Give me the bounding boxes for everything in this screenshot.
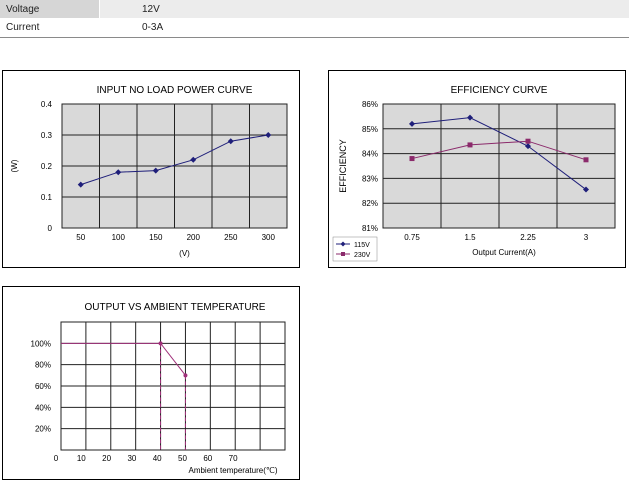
x-tick-label: 10 [77,454,86,463]
y-tick-label: 81% [362,224,378,233]
chart-title: EFFICIENCY CURVE [451,85,548,96]
data-point [583,157,589,163]
y-tick-label: 0.2 [41,162,53,171]
x-tick-label: 2.25 [520,233,536,242]
legend-label: 115V [354,242,370,249]
data-point [77,181,84,188]
x-tick-label: 0 [54,454,59,463]
y-axis-label: (W) [10,159,19,172]
chart-title: INPUT NO LOAD POWER CURVE [97,85,253,96]
spec-label: Current [0,18,99,37]
x-tick-label: 300 [262,233,276,242]
x-tick-label: 100 [112,233,126,242]
y-tick-label: 60% [35,382,51,391]
data-point [467,114,473,121]
data-point [190,156,197,163]
chart-efficiency: EFFICIENCY CURVE 81% 82% 83% 84% 85% 86% 0.75 1.… [332,85,616,262]
x-axis-label: (V) [179,249,190,258]
x-tick-label: 50 [76,233,85,242]
y-tick-label: 0.3 [41,131,53,140]
chart-derating: OUTPUT VS AMBIENT TEMPERATURE 20% 40% 60% 80… [31,302,286,475]
y-tick-label: 82% [362,199,378,208]
y-tick-label: 84% [362,150,378,159]
x-tick-label: 30 [127,454,136,463]
data-point [152,167,159,174]
series-line [411,140,587,161]
y-tick-label: 83% [362,174,378,183]
data-point [115,169,122,176]
x-tick-label: 50 [178,454,187,463]
legend-box [332,236,378,262]
spec-row-current: Current 0-3A [0,18,629,37]
data-point [467,142,473,148]
spec-value: 12V [99,0,629,19]
legend-marker [341,252,345,256]
x-tick-label: 1.5 [464,233,476,242]
data-point [525,143,531,150]
data-point [409,120,415,127]
series-line [80,134,269,186]
legend-marker [340,241,346,247]
x-tick-label: 20 [102,454,111,463]
data-point [583,186,589,193]
x-axis-label: Ambient temperature(℃) [188,466,277,475]
y-tick-label: 86% [362,100,378,109]
y-tick-label: 85% [362,125,378,134]
data-point [227,138,234,145]
chart-efficiency-box: EFFICIENCY CURVE 81% 82% 83% 84% 85% 86% 0.75 1.… [328,70,626,268]
y-tick-label: 0 [48,224,53,233]
y-tick-label: 0.4 [41,100,53,109]
x-tick-label: 250 [224,233,238,242]
chart-power: INPUT NO LOAD POWER CURVE 0 0.1 0.2 0.3 0.4 50… [10,85,288,258]
x-tick-label: 70 [229,454,238,463]
data-point [265,132,272,138]
x-tick-label: 40 [153,454,162,463]
legend-label: 230V [354,252,371,259]
spec-value: 0-3A [99,18,629,37]
x-tick-label: 200 [187,233,201,242]
y-tick-label: 20% [35,425,51,434]
table-divider [0,37,629,38]
x-tick-label: 60 [203,454,212,463]
data-point [409,156,415,162]
x-tick-label: 150 [149,233,163,242]
y-tick-label: 100% [31,339,51,348]
y-axis-label: EFFICIENCY [338,139,348,193]
data-point [525,138,531,144]
chart-power-box: INPUT NO LOAD POWER CURVE 0 0.1 0.2 0.3 0.4 50… [2,70,300,268]
x-tick-label: 0.75 [404,233,420,242]
y-tick-label: 40% [35,403,51,412]
spec-label: Voltage [0,0,99,19]
chart-title: OUTPUT VS AMBIENT TEMPERATURE [85,302,266,313]
x-axis-label: Output Current(A) [472,248,536,257]
chart-derating-box: OUTPUT VS AMBIENT TEMPERATURE 20% 40% 60% 80… [2,286,300,480]
x-tick-label: 3 [584,233,589,242]
y-tick-label: 0.1 [41,193,53,202]
y-tick-label: 80% [35,361,51,370]
spec-row-voltage: Voltage 12V [0,0,629,19]
series-line [411,117,587,190]
